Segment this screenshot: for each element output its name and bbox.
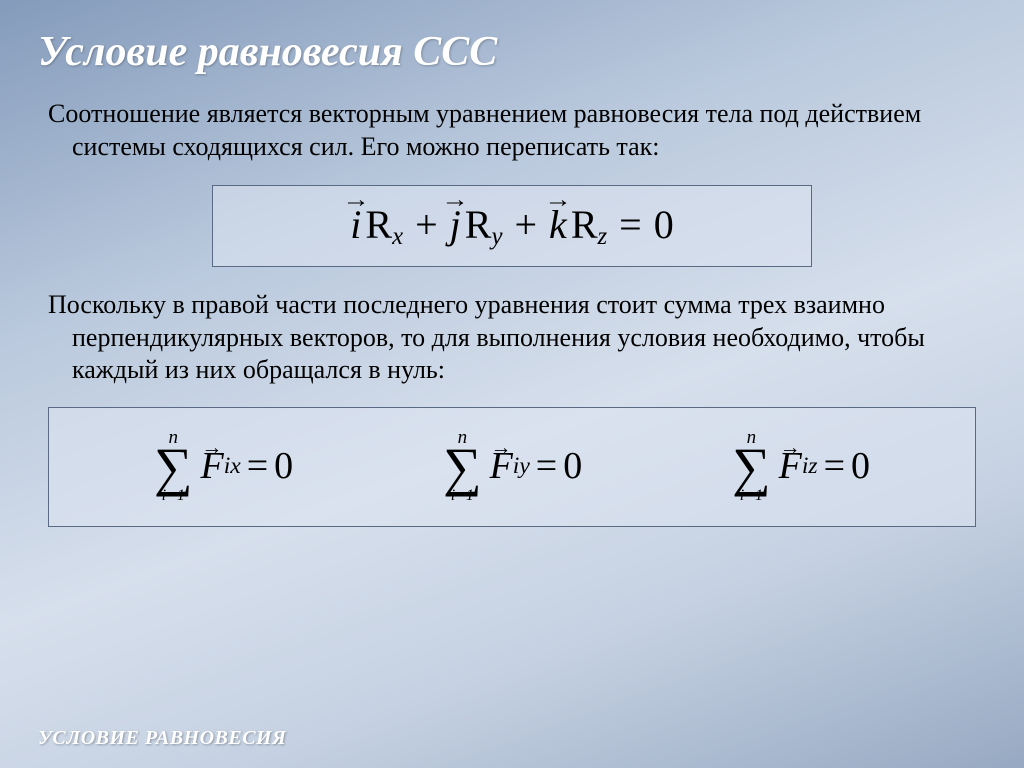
sum-eq-y: n ∑ i=1 Fiy = 0 [443, 429, 582, 504]
slide-footer: УСЛОВИЕ РАВНОВЕСИЯ [38, 727, 286, 750]
force-vec-y: F [490, 444, 513, 488]
rhs-z: 0 [851, 444, 870, 488]
rhs-main: 0 [654, 201, 674, 248]
equation-box-sums: n ∑ i=1 Fix = 0 n ∑ i=1 Fiy = 0 n ∑ i=1 [48, 407, 976, 527]
sum-eq-x: n ∑ i=1 Fix = 0 [154, 429, 293, 504]
paragraph-2: Поскольку в правой части последнего урав… [24, 267, 1024, 387]
sub-iy: iy [513, 453, 530, 480]
rhs-y: 0 [563, 444, 582, 488]
equals-main: = [611, 201, 650, 248]
sum-eq-z: n ∑ i=1 Fiz = 0 [732, 429, 870, 504]
slide-title: Условие равновесия ССС [0, 0, 1024, 76]
equation-main: i Rx + j Ry + k Rz = 0 [350, 201, 673, 251]
sub-iz: iz [802, 453, 818, 480]
plus-1: + [407, 201, 446, 248]
vec-j: j [450, 201, 461, 248]
coef-ry: Ry [465, 201, 503, 251]
vec-i: i [350, 201, 361, 248]
rhs-x: 0 [274, 444, 293, 488]
coef-rx: Rx [365, 201, 403, 251]
equals-z: = [818, 444, 851, 488]
equals-x: = [241, 444, 274, 488]
sub-ix: ix [224, 453, 241, 480]
equation-box-main: i Rx + j Ry + k Rz = 0 [212, 185, 812, 267]
plus-2: + [506, 201, 545, 248]
sigma-x: n ∑ i=1 [154, 429, 193, 504]
equals-y: = [530, 444, 563, 488]
force-vec-x: F [200, 444, 223, 488]
sigma-y: n ∑ i=1 [443, 429, 482, 504]
vec-k: k [549, 201, 567, 248]
force-vec-z: F [779, 444, 802, 488]
sigma-z: n ∑ i=1 [732, 429, 771, 504]
sum-row: n ∑ i=1 Fix = 0 n ∑ i=1 Fiy = 0 n ∑ i=1 [49, 429, 975, 504]
paragraph-1: Соотношение является векторным уравнение… [24, 76, 1024, 163]
coef-rz: Rz [571, 201, 607, 251]
